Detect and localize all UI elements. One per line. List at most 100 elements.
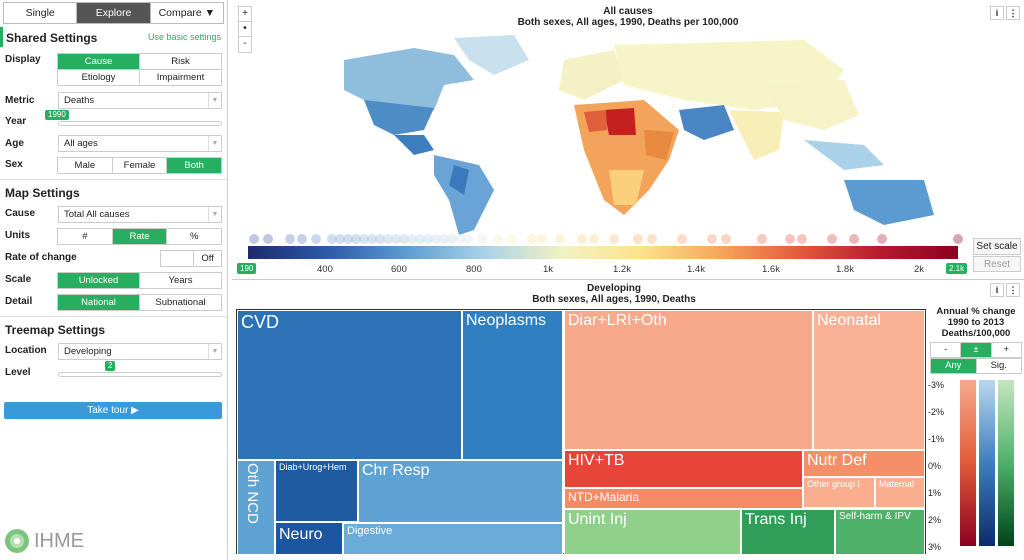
level-slider[interactable]: 2 [58, 361, 222, 377]
treemap-cell-ntd-malaria[interactable]: NTD+Malaria [564, 488, 803, 509]
zoom-in-button[interactable]: + [239, 7, 251, 22]
detail-national-button[interactable]: National [58, 295, 140, 310]
region-china[interactable] [764, 80, 859, 130]
units-number-button[interactable]: # [58, 229, 113, 244]
cell-label: HIV+TB [568, 452, 625, 469]
metric-label: Metric [5, 95, 35, 106]
treemap-cell-other-group-i[interactable]: Other group I [803, 477, 875, 508]
map-options-icon[interactable]: ⋮ [1006, 6, 1020, 20]
use-basic-settings-link[interactable]: Use basic settings [147, 32, 221, 42]
treemap-cell-maternal[interactable]: Maternal [875, 477, 925, 508]
scale-tick: 1.2k [613, 264, 631, 275]
change-bar-ncd [979, 380, 995, 546]
tab-explore[interactable]: Explore [77, 3, 151, 23]
detail-label: Detail [5, 296, 33, 307]
age-label: Age [5, 138, 24, 149]
display-risk-button[interactable]: Risk [171, 56, 190, 67]
scale-years-button[interactable]: Years [168, 275, 193, 286]
rate-of-change-toggle-track[interactable] [161, 251, 195, 266]
scale-min-handle[interactable]: 190 [237, 263, 257, 274]
treemap-cell-neoplasms[interactable]: Neoplasms [462, 310, 563, 460]
zoom-reset-button[interactable]: • [239, 22, 251, 37]
region-sahel[interactable] [604, 108, 636, 135]
treemap-cell-diar-lri-oth[interactable]: Diar+LRI+Oth [564, 310, 813, 450]
year-slider[interactable]: 1990 [45, 110, 222, 126]
change-minus-button[interactable]: - [931, 343, 962, 357]
scale-tick: 600 [391, 264, 407, 275]
chevron-down-icon: ▼ [208, 207, 221, 222]
sex-both-button[interactable]: Both [167, 158, 222, 173]
region-southeast-asia[interactable] [804, 140, 884, 170]
map-info-button[interactable]: i [990, 6, 1004, 20]
scale-unlocked-button[interactable]: Unlocked [58, 273, 140, 288]
take-tour-button[interactable]: Take tour ▶ [4, 402, 222, 419]
region-south-asia[interactable] [729, 110, 784, 160]
units-rate-button[interactable]: Rate [112, 229, 168, 244]
treemap-info-button[interactable]: i [990, 283, 1004, 297]
change-both-button[interactable]: ± [961, 343, 992, 357]
zoom-out-button[interactable]: - [243, 38, 247, 49]
shared-settings-title: Shared Settings [6, 31, 98, 45]
ihme-logo-icon [5, 529, 29, 553]
color-scale-bar[interactable] [248, 246, 958, 259]
region-australia[interactable] [844, 180, 934, 225]
treemap-options-icon[interactable]: ⋮ [1006, 283, 1020, 297]
region-usa[interactable] [364, 100, 434, 135]
treemap-cell-neonatal[interactable]: Neonatal [813, 310, 925, 450]
treemap-cell-unint-inj[interactable]: Unint Inj [564, 509, 741, 555]
change-plus-button[interactable]: + [1003, 344, 1010, 355]
scale-tick: 1k [543, 264, 554, 275]
region-southern-africa[interactable] [609, 170, 644, 205]
treemap-cell-diab-urog-hem[interactable]: Diab+Urog+Hem [275, 460, 358, 522]
treemap-cell-oth-ncd[interactable]: Oth NCD [237, 460, 275, 555]
tab-compare[interactable]: Compare ▼ [158, 7, 216, 19]
age-select[interactable]: All ages ▼ [58, 135, 222, 152]
scale-max-handle[interactable]: 2.1k [946, 263, 968, 274]
axis-tick: 3% [928, 542, 942, 552]
units-percent-button[interactable]: % [189, 231, 199, 242]
location-select[interactable]: Developing ▼ [58, 343, 222, 360]
region-middle-east[interactable] [679, 105, 734, 140]
detail-subnational-button[interactable]: Subnational [155, 297, 206, 308]
cause-select[interactable]: Total All causes ▼ [58, 206, 222, 223]
treemap-cell-chr-resp[interactable]: Chr Resp [358, 460, 563, 523]
treemap-cell-self-harm-ipv[interactable]: Self-harm & IPV [835, 509, 925, 555]
region-europe[interactable] [559, 50, 624, 100]
region-mexico[interactable] [394, 135, 434, 155]
treemap-cell-trans-inj[interactable]: Trans Inj [741, 509, 835, 555]
world-map[interactable] [284, 30, 984, 240]
scale-tick: 2k [914, 264, 925, 275]
sig-any-button[interactable]: Any [931, 359, 977, 373]
reset-scale-button[interactable]: Reset [973, 256, 1021, 272]
treemap-cell-nutr-def[interactable]: Nutr Def [803, 450, 925, 477]
treemap-cell-cvd[interactable]: CVD [237, 310, 462, 460]
cell-label: Neoplasms [466, 312, 547, 329]
display-impairment-button[interactable]: Impairment [156, 72, 205, 83]
units-label: Units [5, 230, 30, 241]
cell-label: Oth NCD [244, 463, 261, 524]
cell-label: Nutr Def [807, 452, 867, 469]
treemap-cell-neuro[interactable]: Neuro [275, 522, 343, 555]
sig-significant-button[interactable]: Sig. [990, 360, 1007, 371]
region-mali[interactable] [584, 110, 607, 132]
region-east-africa[interactable] [644, 130, 674, 160]
sex-female-button[interactable]: Female [113, 158, 168, 173]
region-greenland[interactable] [454, 35, 529, 75]
display-etiology-button[interactable]: Etiology [58, 70, 140, 85]
treemap-cell-digestive[interactable]: Digestive [343, 523, 563, 555]
rate-of-change-toggle[interactable]: Off [201, 253, 214, 264]
metric-select[interactable]: Deaths ▼ [58, 92, 222, 109]
region-peru[interactable] [449, 165, 469, 195]
year-slider-handle[interactable]: 1990 [45, 110, 69, 120]
display-cause-button[interactable]: Cause [58, 54, 140, 69]
treemap[interactable]: CVD Neoplasms Oth NCD Diab+Urog+Hem Chr … [236, 309, 926, 555]
tab-single[interactable]: Single [4, 3, 78, 23]
axis-tick: -3% [928, 380, 945, 390]
treemap-cell-hiv-tb[interactable]: HIV+TB [564, 450, 803, 488]
country-dots-strip[interactable] [242, 233, 972, 245]
level-label: Level [5, 367, 31, 378]
level-slider-handle[interactable]: 2 [105, 361, 116, 371]
sex-male-button[interactable]: Male [58, 158, 113, 173]
cell-label: Chr Resp [362, 462, 430, 479]
set-scale-button[interactable]: Set scale [973, 238, 1021, 255]
